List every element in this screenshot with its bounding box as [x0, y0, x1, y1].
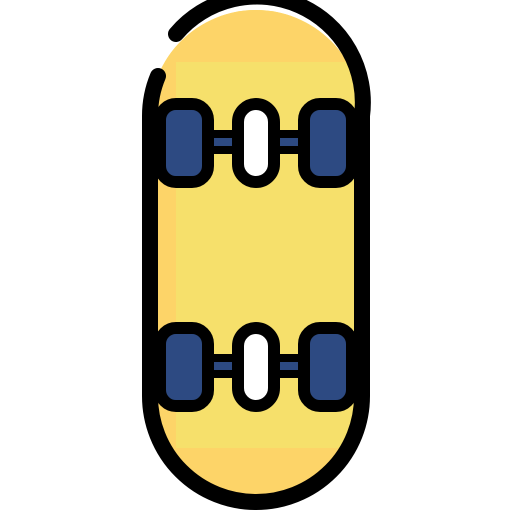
deck-outline	[142, 0, 371, 510]
front-kingpin	[232, 98, 280, 188]
rear-kingpin	[232, 322, 280, 412]
rear-truck	[154, 322, 358, 412]
skateboard-deck	[142, 0, 371, 510]
front-truck	[154, 98, 358, 188]
rear-left-wheel	[154, 322, 214, 412]
front-right-wheel	[298, 98, 358, 188]
front-left-wheel	[154, 98, 214, 188]
rear-right-wheel	[298, 322, 358, 412]
